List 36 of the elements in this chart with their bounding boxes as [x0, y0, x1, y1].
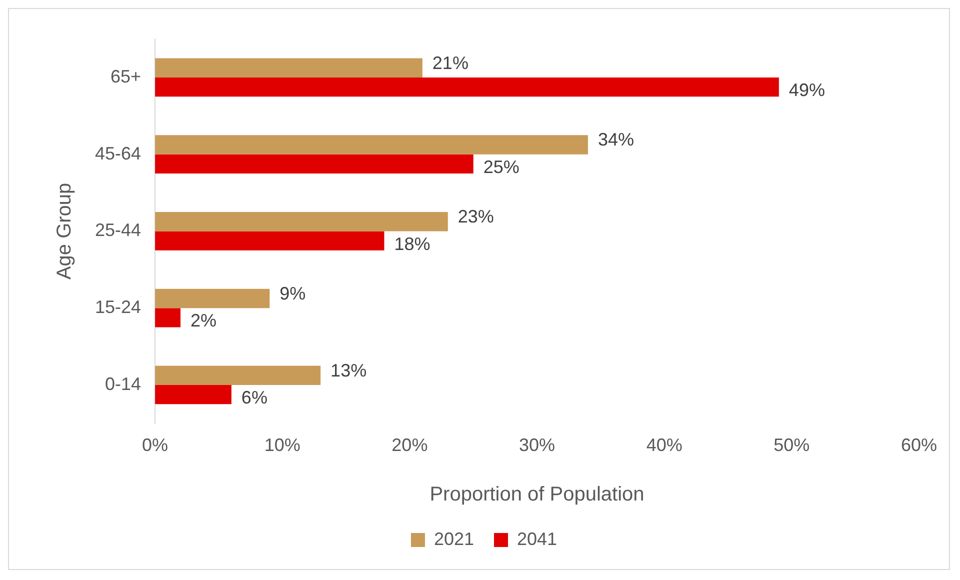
data-label: 34% [598, 130, 634, 150]
x-tick-label: 30% [518, 435, 556, 456]
y-tick-label: 25-44 [94, 220, 142, 240]
data-label: 21% [432, 52, 468, 73]
bar [155, 288, 270, 308]
x-tick-label: 20% [392, 435, 428, 456]
x-axis-title: Proportion of Population [430, 484, 644, 506]
x-tick-label: 60% [900, 435, 937, 456]
bar [155, 135, 588, 154]
y-tick-label: 15-24 [94, 297, 142, 318]
x-tick-label: 50% [774, 435, 810, 456]
data-label: 2% [190, 310, 217, 331]
x-tick-label: 40% [646, 435, 682, 456]
legend-label: 2041 [517, 528, 558, 549]
bar [155, 366, 321, 385]
x-tick-label: 10% [264, 435, 300, 456]
bar [155, 384, 232, 404]
bar [155, 58, 422, 78]
data-label: 25% [483, 156, 520, 177]
data-label: 49% [788, 80, 825, 100]
y-axis-title: Age Group [54, 182, 76, 280]
data-label: 13% [330, 360, 367, 380]
bar [155, 212, 448, 232]
y-tick-label: 45-64 [94, 143, 142, 164]
data-label: 18% [394, 234, 430, 254]
y-tick-label: 0-14 [105, 374, 142, 394]
data-label: 6% [241, 388, 268, 408]
x-tick-label: 0% [142, 435, 168, 456]
bar [155, 77, 779, 97]
data-label: 9% [280, 283, 306, 304]
data-label: 23% [458, 206, 494, 227]
bar [155, 154, 474, 174]
bar [155, 308, 180, 328]
bar [155, 231, 384, 250]
y-tick-label: 65+ [110, 66, 142, 86]
legend-label: 2021 [434, 528, 474, 549]
